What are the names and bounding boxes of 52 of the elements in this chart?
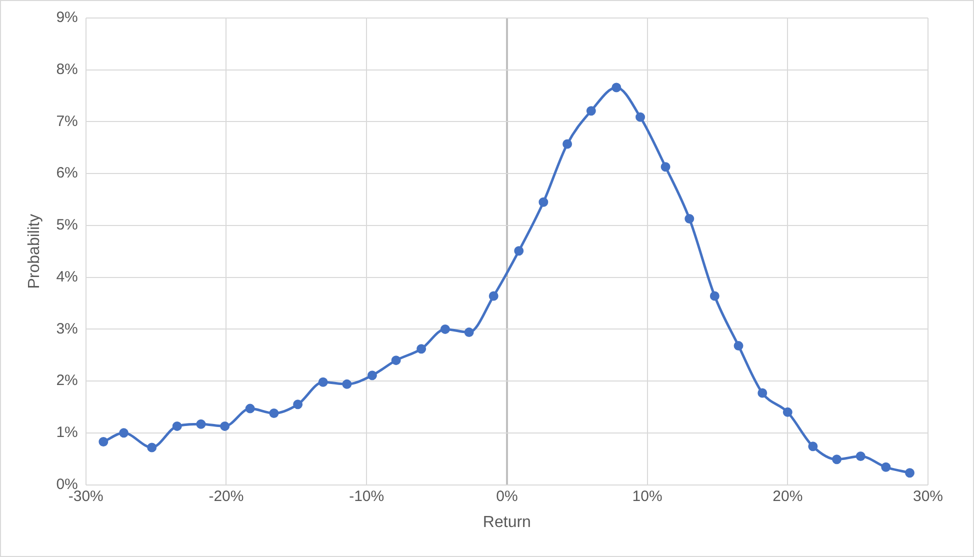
x-tick-label: 30% [912,488,944,505]
point [293,400,303,410]
point [832,454,842,464]
y-tick-label: 8% [56,61,78,78]
point [586,106,596,116]
point [562,139,572,149]
y-tick-label: 4% [56,268,78,286]
y-tick-label: 9% [56,9,78,26]
y-tick-label: 6% [56,164,78,182]
point [119,428,129,438]
x-tick-label: 0% [496,488,518,505]
y-tick-label: 5% [56,216,78,234]
y-tick-label: 7% [56,112,78,130]
x-tick-label: -10% [349,488,384,505]
point [464,328,474,338]
point [196,419,206,429]
y-axis-title: Probability [26,214,44,289]
y-tick-label: 1% [56,424,78,442]
point [856,452,866,462]
x-tick-label: 10% [632,488,662,505]
point [734,341,744,351]
point [269,408,279,418]
point [318,377,328,387]
point [808,442,818,452]
x-tick-label: -30% [68,488,104,505]
point [684,214,694,224]
point [342,379,352,389]
point [782,407,792,417]
point [612,82,622,92]
point [488,291,498,301]
point [660,162,670,172]
y-tick-label: 2% [56,372,78,390]
point [220,421,230,431]
x-axis-title: Return [482,514,531,531]
point [636,112,646,122]
point [416,344,426,354]
point [514,246,524,256]
point [440,324,450,334]
x-tick-label: -20% [208,488,244,505]
point [367,370,377,380]
x-tick-label: 20% [772,488,803,505]
y-tick-label: 3% [56,320,78,338]
point [905,468,915,478]
point [98,437,108,446]
point [538,197,548,207]
point [881,462,891,472]
point [710,291,720,301]
point [758,388,768,398]
point [147,442,157,452]
point [391,356,401,366]
point [245,404,255,414]
point [172,421,182,431]
